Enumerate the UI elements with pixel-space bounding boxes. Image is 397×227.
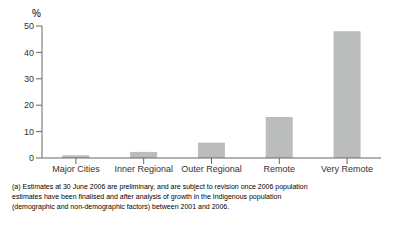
svg-text:Inner Regional: Inner Regional	[114, 164, 173, 174]
svg-text:Very Remote: Very Remote	[321, 164, 373, 174]
svg-text:Major Cities: Major Cities	[52, 164, 100, 174]
html-text:(demographic and non-demograph: (demographic and non-demographic factors…	[12, 202, 230, 210]
svg-text:50: 50	[24, 21, 34, 31]
svg-text:40: 40	[24, 48, 34, 58]
svg-text:30: 30	[24, 74, 34, 84]
svg-text:20: 20	[24, 100, 34, 110]
html-text:(a) Estimates at 30 June 2006: (a) Estimates at 30 June 2006 are prelim…	[12, 183, 308, 190]
svg-text:0: 0	[29, 153, 34, 163]
html-text:estimates have been finalised: estimates have been finalised and after …	[12, 192, 282, 200]
svg-text:10: 10	[24, 127, 34, 137]
svg-text:Remote: Remote	[264, 164, 296, 174]
svg-text:Outer Regional: Outer Regional	[181, 164, 242, 174]
